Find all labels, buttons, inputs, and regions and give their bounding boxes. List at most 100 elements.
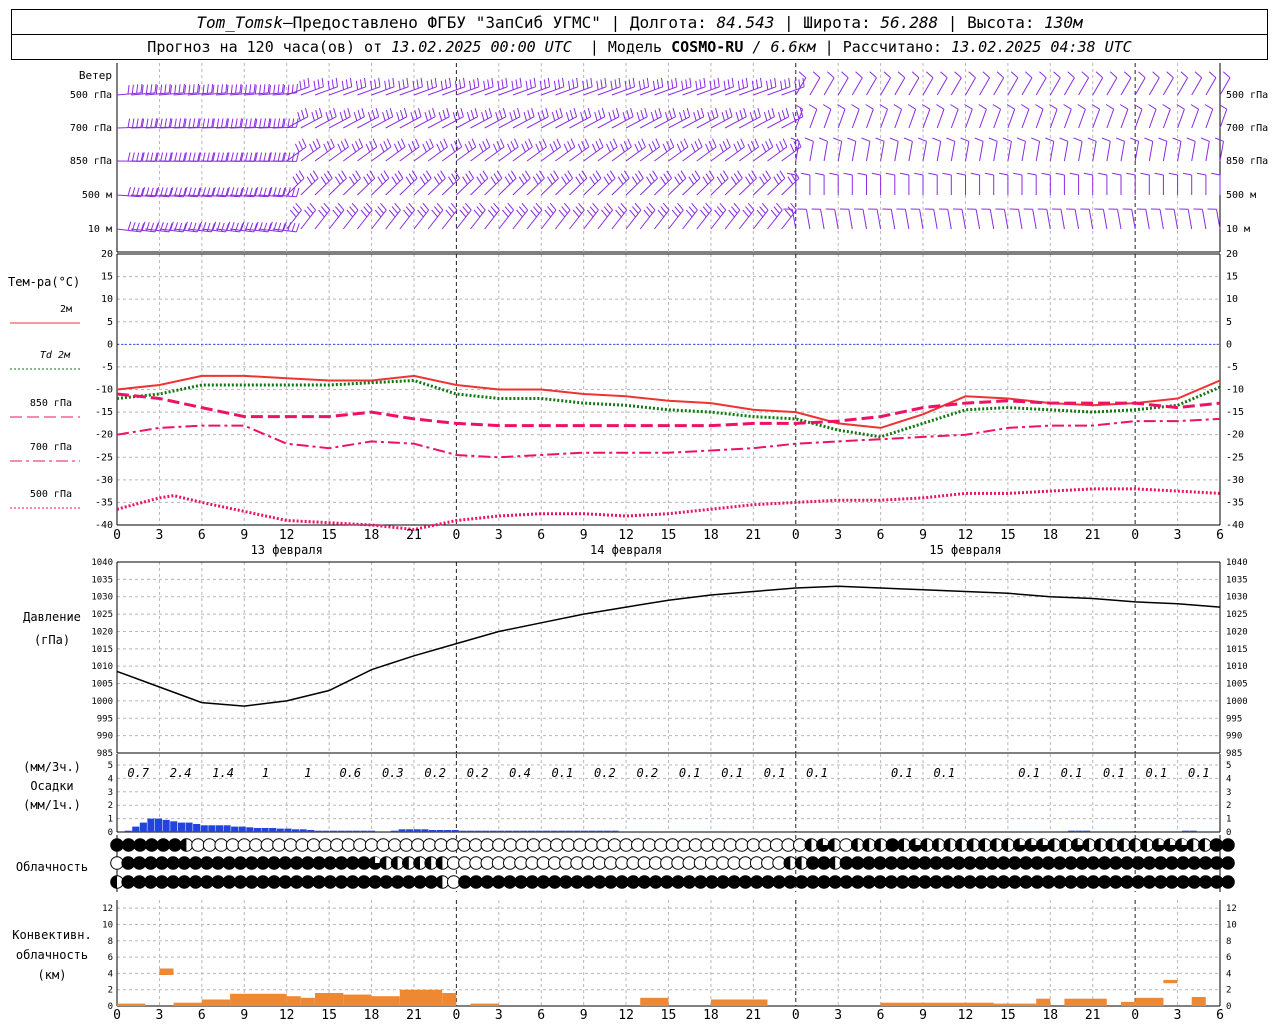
wind-barb-flag	[428, 109, 432, 119]
wind-barb-flag	[745, 206, 752, 214]
hour-tick-label-bottom: 6	[198, 1008, 206, 1023]
convective-tick-label-left: 12	[102, 904, 113, 914]
wind-barb-flag	[523, 111, 527, 121]
wind-barb-flag	[425, 140, 431, 150]
wind-barb-flag	[306, 206, 314, 214]
precip-bar	[193, 824, 201, 832]
wind-barb-flag	[230, 152, 234, 162]
wind-barb-flag	[178, 84, 181, 94]
wind-barb-shaft	[752, 209, 769, 230]
wind-barb-shaft	[894, 141, 899, 162]
wind-barb-flag	[442, 109, 446, 119]
cloud-half-icon	[897, 838, 904, 852]
wind-barb-flag	[1087, 137, 1097, 142]
wind-barb-flag	[283, 221, 287, 231]
wind-barb-shaft	[989, 209, 995, 230]
wind-barb-flag	[573, 107, 578, 117]
cloud-half-icon	[1117, 838, 1124, 852]
wind-barb-flag	[145, 84, 148, 94]
cloud-clear-icon	[573, 838, 587, 852]
wind-barb-flag	[833, 137, 842, 142]
wind-barb-shaft	[1219, 141, 1224, 162]
precip-bar	[428, 830, 436, 832]
wind-barb-flag	[403, 107, 408, 117]
wind-barb-flag	[575, 176, 582, 185]
wind-barb-shaft	[1205, 77, 1217, 96]
wind-barb-flag	[463, 77, 466, 87]
wind-barb-flag	[765, 170, 772, 179]
cloud-overcast-icon	[1041, 875, 1056, 889]
wind-barb-flag	[443, 138, 448, 148]
hour-tick-label-bottom: 3	[495, 1008, 503, 1023]
wind-barb-shaft	[1145, 209, 1150, 230]
convective-tick-label-right: 10	[1226, 920, 1237, 930]
wind-barb-flag	[655, 138, 661, 148]
wind-barb-flag	[206, 84, 209, 94]
wind-barb-flag	[499, 109, 503, 119]
wind-barb-flag	[1031, 137, 1040, 142]
precip-bar	[253, 828, 261, 832]
precip-bar	[368, 830, 376, 832]
wind-barb-flag	[491, 77, 494, 87]
wind-barb-flag	[705, 173, 712, 182]
wind-barb-shaft	[965, 77, 976, 96]
wind-barb-flag	[277, 118, 281, 128]
wind-barb-flag	[594, 111, 598, 121]
temp-tick-label-right: -40	[1226, 520, 1244, 531]
wind-barb-flag	[309, 202, 316, 211]
wind-barb-flag	[623, 140, 629, 150]
wind-barb-flag	[375, 107, 380, 117]
wind-barb-shaft	[583, 86, 607, 96]
wind-barb-shaft	[498, 209, 514, 230]
wind-barb-flag	[341, 170, 347, 179]
wind-barb-shaft	[385, 86, 409, 96]
wind-barb-shaft	[1003, 209, 1009, 230]
convective-bar	[159, 968, 174, 975]
wind-barb-flag	[1194, 71, 1203, 79]
wind-barb-flag	[547, 206, 554, 214]
wind-barb-flag	[598, 109, 602, 119]
wind-barb-shaft	[851, 109, 860, 129]
wind-barb-flag	[620, 143, 625, 153]
wind-barb-flag	[230, 84, 233, 94]
wind-barb-flag	[855, 71, 863, 79]
wind-barb-flag	[253, 152, 257, 162]
wind-barb-flag	[770, 79, 773, 89]
wind-barb-flag	[604, 77, 607, 87]
precip-bar	[246, 827, 254, 832]
wind-barb-flag	[745, 77, 749, 87]
wind-barb-shaft	[993, 77, 1005, 96]
wind-barb-flag	[493, 173, 500, 182]
cloud-mostly-icon	[1042, 838, 1050, 845]
cloud-clear-icon	[723, 838, 738, 852]
wind-barb-shaft	[1035, 109, 1044, 129]
wind-barb-flag	[638, 170, 644, 179]
wind-barb-flag	[321, 77, 324, 87]
precip-tick-label-left: 3	[108, 788, 113, 798]
wind-barb-flag	[259, 84, 262, 94]
wind-barb-flag	[240, 186, 245, 196]
wind-barb-flag	[822, 104, 832, 110]
precip-3h-sum: 0.1	[679, 766, 701, 780]
cloud-overcast-icon	[1041, 856, 1056, 870]
hour-tick-label: 21	[745, 528, 761, 543]
cloud-half-icon	[795, 856, 802, 870]
wind-barb-flag	[462, 206, 469, 214]
wind-barb-shaft	[908, 109, 917, 129]
wind-barb-flag	[254, 85, 257, 95]
precip-3h-sum: 0.1	[1188, 766, 1210, 780]
wind-barb-flag	[268, 118, 272, 128]
wind-barb-flag	[465, 173, 471, 182]
wind-barb-flag	[627, 138, 632, 148]
hour-tick-label: 0	[113, 528, 121, 543]
wind-barb-flag	[697, 109, 701, 119]
wind-barb-flag	[239, 152, 243, 162]
wind-barb-flag	[448, 176, 454, 185]
cloud-half-icon	[1082, 838, 1090, 852]
precip-bar	[292, 829, 300, 832]
wind-barb-flag	[745, 176, 751, 185]
wind-barb-shaft	[724, 209, 741, 230]
wind-barb-flag	[471, 138, 477, 148]
wind-barb-flag	[339, 111, 344, 121]
wind-barb-shaft	[371, 86, 395, 96]
